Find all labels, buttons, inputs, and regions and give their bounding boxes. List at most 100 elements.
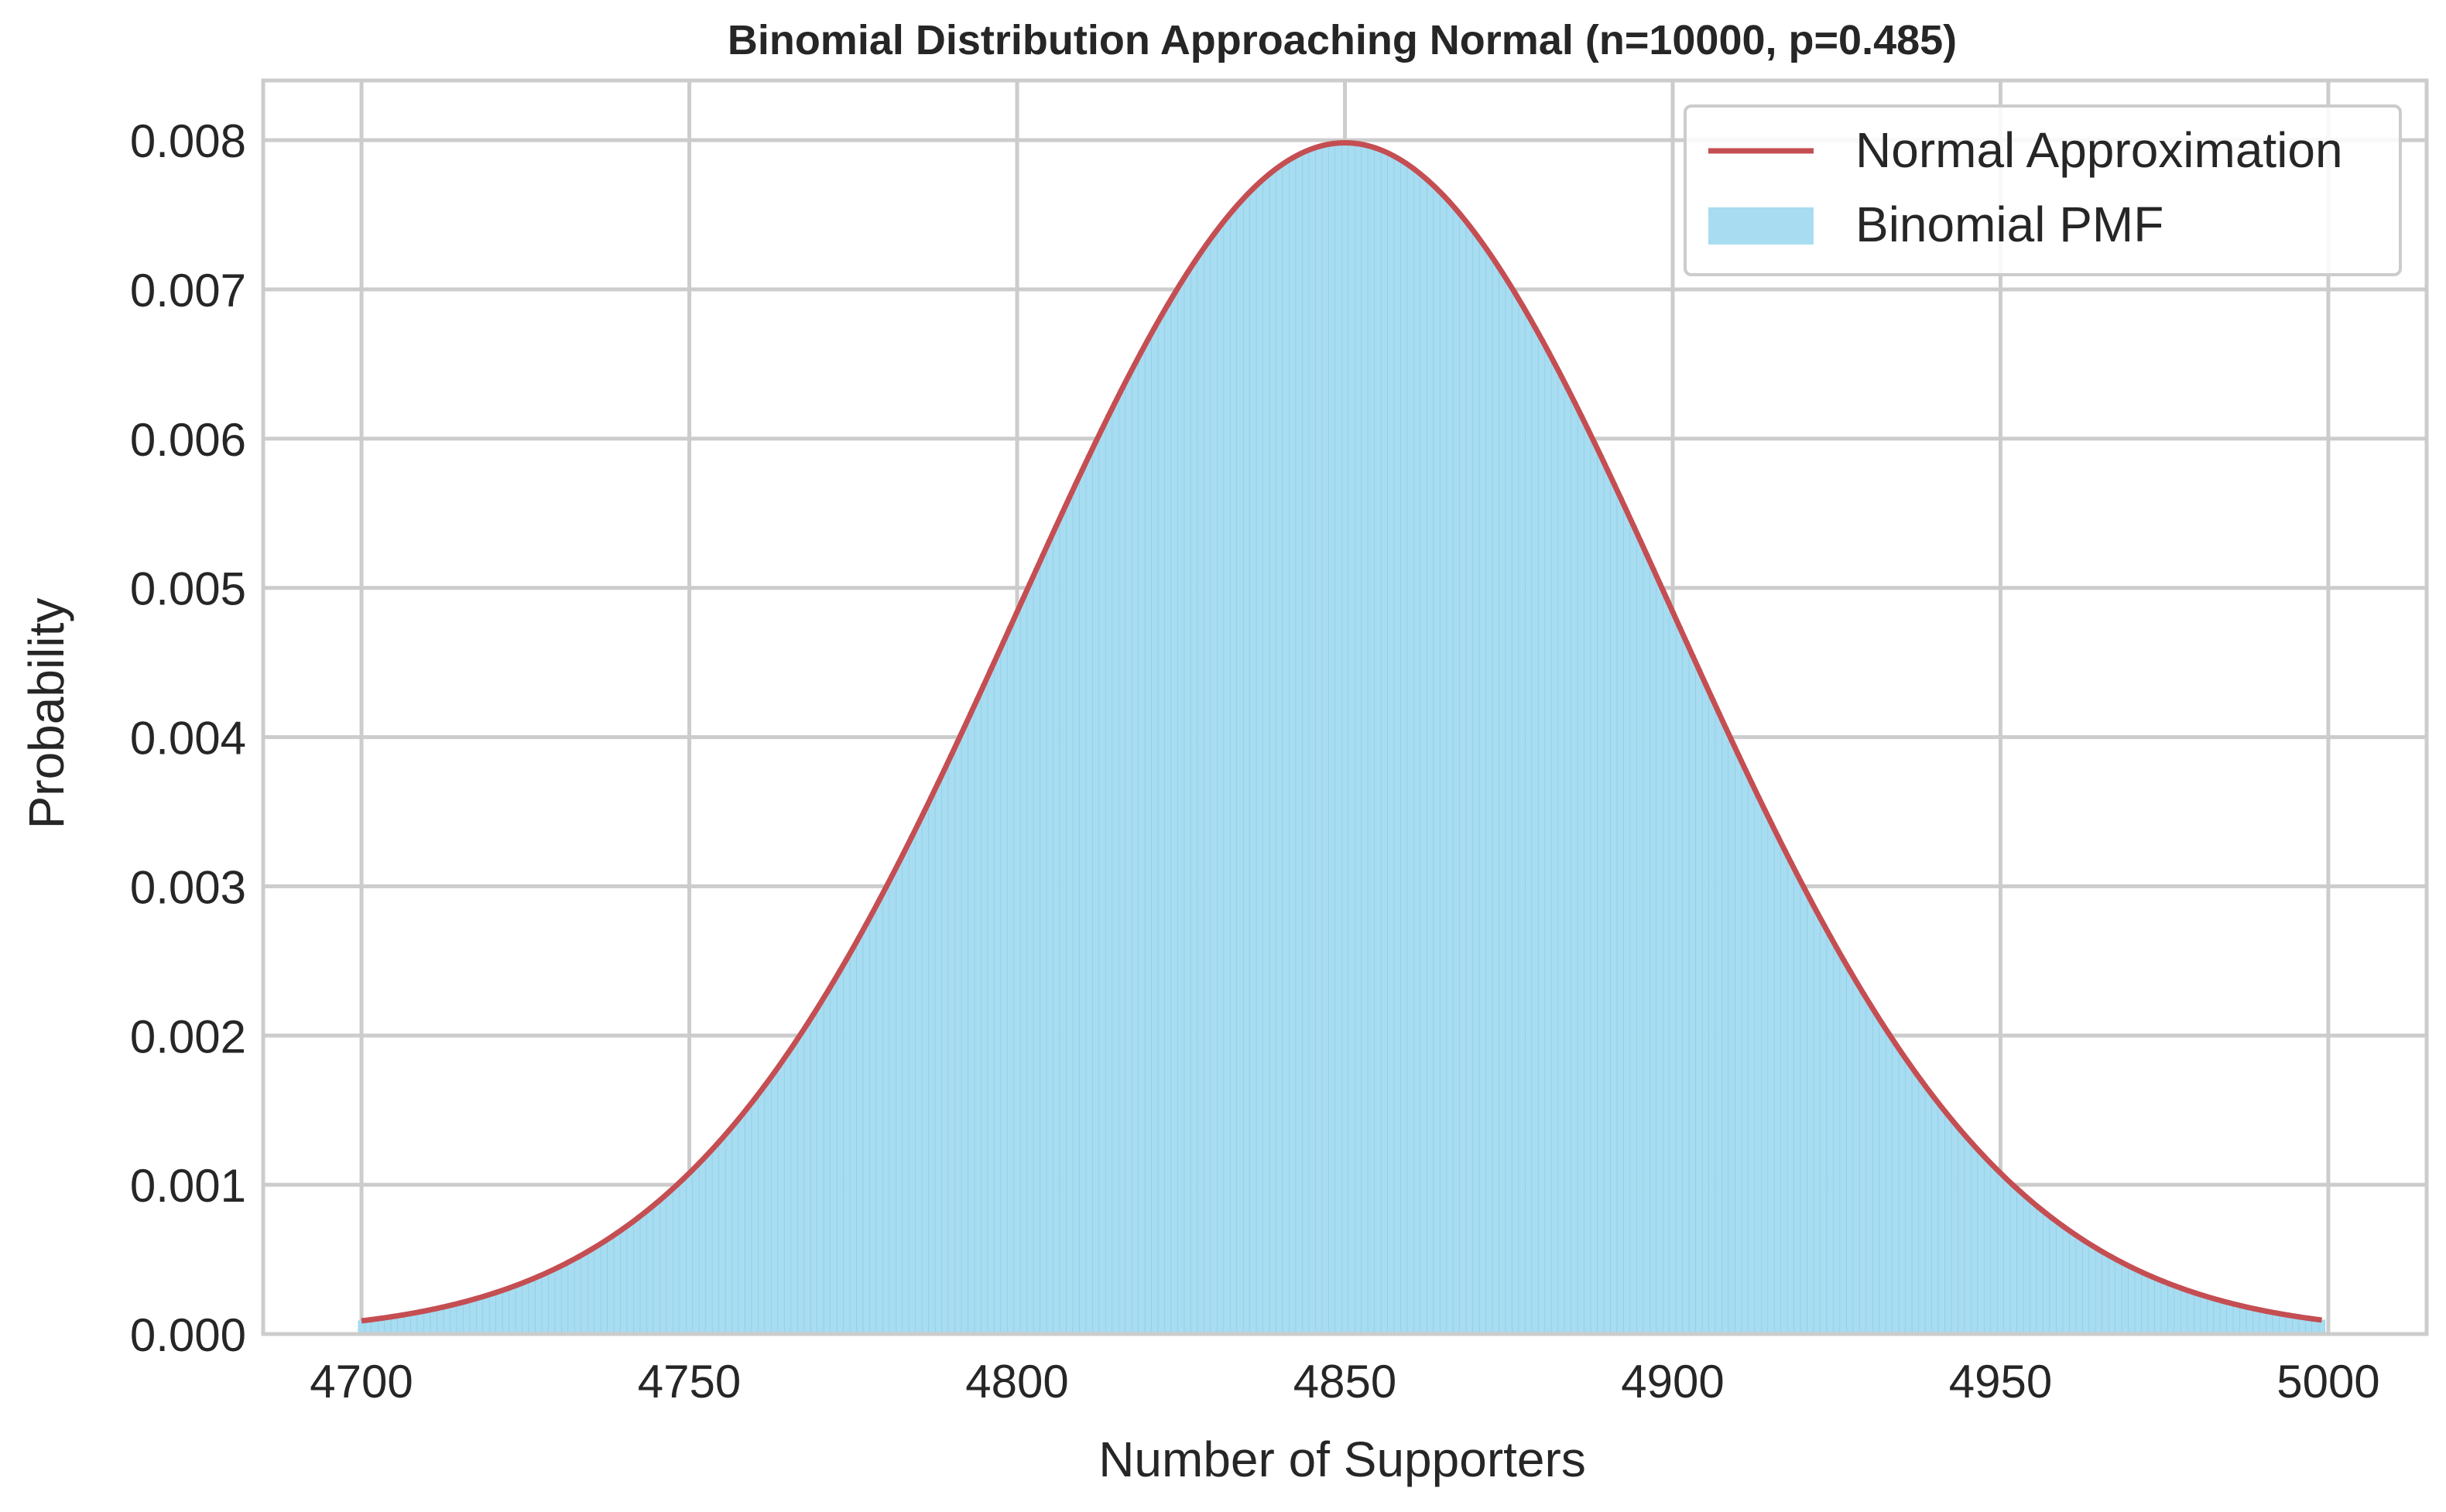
pmf-bar — [1204, 243, 1211, 1335]
pmf-bar — [1990, 1166, 1998, 1335]
pmf-bar — [1341, 142, 1349, 1335]
pmf-bar — [1800, 887, 1807, 1335]
pmf-bar — [679, 1178, 687, 1335]
pmf-bar — [1446, 202, 1454, 1335]
pmf-bar — [1924, 1090, 1932, 1335]
pmf-bar — [548, 1270, 556, 1335]
pmf-bar — [1669, 611, 1677, 1335]
pmf-bar — [1079, 469, 1087, 1335]
pmf-bar — [1236, 202, 1244, 1335]
pmf-bar — [488, 1293, 496, 1335]
pmf-bar — [1413, 171, 1421, 1335]
pmf-bar — [567, 1260, 575, 1335]
pmf-bar — [646, 1208, 654, 1335]
pmf-bar — [1000, 640, 1008, 1335]
pmf-bar — [1584, 428, 1591, 1335]
legend: Normal Approximation Binomial PMF — [1684, 104, 2402, 276]
pmf-bar — [1085, 455, 1093, 1335]
pmf-bar — [896, 861, 903, 1335]
pmf-bar — [1354, 143, 1362, 1335]
pmf-bar — [1138, 351, 1146, 1335]
pmf-bar — [803, 1024, 811, 1335]
pmf-bar — [1944, 1114, 1952, 1335]
x-tick-label: 4900 — [1621, 1356, 1724, 1408]
pmf-bar — [1452, 209, 1461, 1335]
pmf-bar — [1328, 143, 1336, 1335]
y-tick-labels: 0.000 0.001 0.002 0.003 0.004 0.005 0.006 0.007… — [130, 115, 246, 1361]
legend-frame — [1684, 104, 2402, 276]
pmf-bar — [1465, 225, 1473, 1335]
pmf-bar — [1125, 375, 1132, 1335]
pmf-bar — [2115, 1260, 2122, 1335]
pmf-bar — [1361, 145, 1369, 1335]
plot-frame — [261, 78, 2429, 1336]
pmf-bar — [1531, 327, 1539, 1335]
pmf-bar — [1951, 1123, 1958, 1335]
pmf-bar — [1623, 511, 1631, 1335]
pmf-bar — [1538, 339, 1546, 1335]
x-tick-labels: 4700 4750 4800 4850 4900 4950 5000 — [310, 1356, 2379, 1408]
pmf-bar — [2141, 1273, 2149, 1335]
pmf-bar — [2194, 1293, 2201, 1335]
pmf-bar — [725, 1131, 732, 1335]
pmf-bar — [1761, 809, 1769, 1335]
pmf-bar — [1249, 188, 1257, 1335]
y-tick-label: 0.008 — [130, 115, 246, 167]
pmf-bar — [509, 1286, 516, 1335]
pmf-bar — [1400, 161, 1408, 1335]
pmf-bar — [2030, 1202, 2037, 1335]
pmf-bar — [1478, 243, 1486, 1335]
pmf-bar — [443, 1305, 450, 1335]
pmf-bar — [1616, 497, 1624, 1335]
pmf-bar — [1741, 768, 1749, 1335]
pmf-bar — [1072, 483, 1080, 1335]
pmf-bar — [1701, 683, 1709, 1335]
pmf-bar — [849, 947, 857, 1335]
pmf-bar — [764, 1081, 772, 1335]
pmf-bar — [2239, 1305, 2247, 1335]
pmf-bar — [581, 1253, 588, 1335]
pmf-bar — [2102, 1253, 2109, 1335]
pmf-bar — [1512, 293, 1519, 1335]
x-axis-label: Number of Supporters — [1098, 1432, 1586, 1487]
pmf-bar — [1217, 225, 1225, 1335]
x-tick-label: 4750 — [638, 1356, 741, 1408]
pmf-bar — [1603, 469, 1611, 1335]
pmf-bar — [1872, 1013, 1880, 1335]
pmf-bar — [502, 1288, 509, 1335]
y-tick-label: 0.003 — [130, 861, 246, 913]
pmf-bar — [1053, 525, 1060, 1335]
chart-title: Binomial Distribution Approaching Normal… — [728, 17, 1957, 63]
pmf-bar — [738, 1114, 745, 1335]
pmf-bar — [1859, 992, 1867, 1335]
pmf-bar — [673, 1185, 680, 1335]
pmf-bar — [1643, 553, 1650, 1335]
pmf-bar — [1112, 402, 1119, 1335]
pmf-bar — [810, 1013, 817, 1335]
pmf-bar — [1977, 1152, 1985, 1335]
pmf-bar — [777, 1062, 785, 1335]
pmf-bar — [2095, 1249, 2103, 1335]
pmf-bar — [843, 959, 851, 1335]
pmf-bar — [1492, 262, 1499, 1335]
pmf-bar — [2160, 1281, 2168, 1335]
pmf-bar — [2232, 1304, 2240, 1335]
pmf-bar — [1754, 795, 1762, 1335]
pmf-bar — [1721, 726, 1729, 1335]
y-tick-label: 0.002 — [130, 1011, 246, 1062]
pmf-bar — [1177, 282, 1185, 1335]
legend-swatch-binomial-pmf — [1708, 207, 1814, 245]
pmf-bar — [423, 1310, 431, 1335]
pmf-bar — [1892, 1043, 1900, 1335]
pmf-bar — [1505, 282, 1512, 1335]
pmf-bar — [1433, 188, 1441, 1335]
pmf-bar — [1499, 272, 1506, 1335]
x-tick-label: 4850 — [1293, 1356, 1396, 1408]
y-tick-label: 0.000 — [130, 1309, 246, 1361]
pmf-bar — [535, 1276, 543, 1335]
normal-approximation-line — [361, 140, 2322, 1324]
pmf-bar — [515, 1284, 522, 1335]
pmf-bar — [2049, 1218, 2057, 1335]
normal-curve-layer — [361, 140, 2322, 1324]
